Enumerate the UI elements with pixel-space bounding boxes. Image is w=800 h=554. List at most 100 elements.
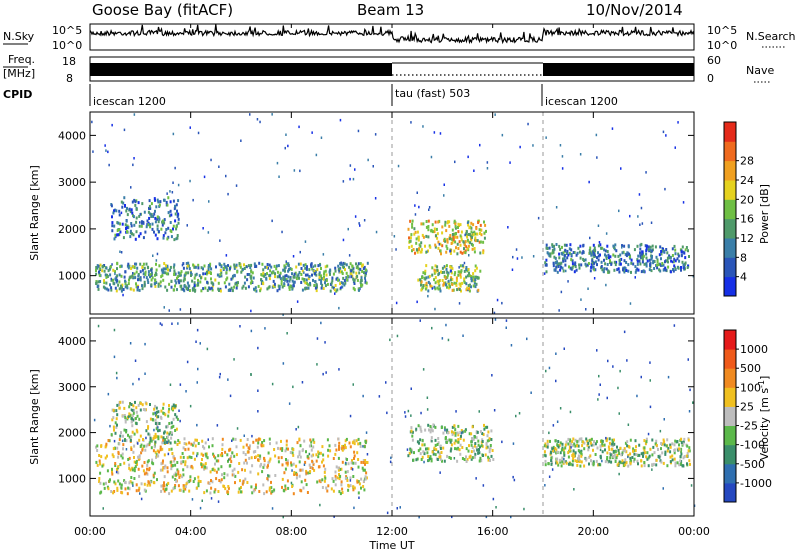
noise-search-label: N.Search: [746, 30, 796, 43]
echo-cell: [153, 471, 156, 475]
colorbar-segment: [724, 444, 736, 465]
echo-cell: [141, 287, 144, 291]
echo-cell: [123, 479, 126, 483]
echo-cell: [285, 262, 288, 266]
echo-cell: [183, 284, 186, 288]
echo-cell: [480, 444, 483, 448]
echo-cell: [185, 390, 187, 393]
echo-cell: [227, 378, 229, 381]
echo-cell: [633, 457, 636, 461]
echo-cell: [283, 282, 286, 286]
echo-cell: [298, 276, 300, 280]
echo-cell: [324, 278, 327, 282]
y-tick-label: 3000: [58, 176, 86, 189]
echo-cell: [441, 279, 444, 282]
echo-cell: [288, 279, 291, 283]
echo-cell: [219, 372, 221, 376]
echo-cell: [450, 271, 453, 275]
echo-cell: [600, 265, 603, 268]
echo-cell: [126, 206, 128, 210]
echo-cell: [637, 254, 640, 258]
echo-cell: [466, 274, 469, 278]
echo-cell: [587, 445, 590, 449]
echo-cell: [102, 507, 104, 510]
echo-cell: [305, 450, 307, 454]
echo-cell: [187, 271, 190, 275]
echo-cell: [458, 270, 461, 274]
echo-cell: [130, 287, 133, 291]
echo-cell: [551, 248, 554, 252]
echo-cell: [314, 272, 316, 276]
echo-cell: [424, 272, 427, 276]
echo-cell: [363, 468, 366, 472]
echo-cell: [313, 440, 316, 444]
echo-cell: [157, 429, 159, 433]
echo-cell: [641, 255, 644, 259]
echo-cell: [487, 458, 490, 462]
echo-cell: [501, 301, 503, 305]
echo-cell: [572, 264, 575, 268]
echo-cell: [583, 464, 586, 468]
echo-cell: [569, 438, 572, 442]
echo-cell: [441, 244, 444, 248]
echo-cell: [565, 252, 568, 256]
echo-cell: [477, 288, 480, 292]
echo-cell: [470, 457, 473, 461]
echo-cell: [220, 274, 223, 278]
echo-cell: [97, 287, 100, 291]
echo-cell: [479, 143, 481, 147]
echo-cell: [444, 283, 447, 287]
echo-cell: [544, 442, 547, 446]
echo-cell: [339, 468, 342, 471]
echo-cell: [110, 490, 113, 493]
echo-cell: [643, 446, 646, 450]
echo-cell: [624, 252, 627, 256]
echo-cell: [446, 439, 449, 443]
echo-cell: [113, 328, 116, 332]
echo-cell: [346, 470, 349, 474]
echo-cell: [279, 271, 282, 275]
echo-cell: [523, 507, 525, 511]
echo-cell: [144, 342, 146, 346]
echo-cell: [197, 263, 200, 267]
echo-cell: [202, 227, 204, 230]
echo-cell: [176, 236, 179, 240]
echo-cell: [193, 265, 196, 269]
echo-cell: [166, 483, 168, 487]
echo-cell: [414, 204, 416, 207]
echo-cell: [683, 266, 686, 270]
echo-cell: [420, 222, 423, 226]
echo-cell: [583, 441, 586, 445]
echo-cell: [197, 131, 200, 135]
echo-cell: [240, 490, 242, 494]
echo-cell: [142, 262, 145, 266]
echo-cell: [318, 465, 321, 469]
echo-cell: [98, 273, 101, 277]
echo-cell: [471, 425, 474, 429]
echo-cell: [684, 248, 687, 252]
echo-cell: [548, 366, 551, 370]
echo-cell: [511, 268, 514, 271]
echo-cell: [550, 451, 553, 455]
echo-cell: [482, 251, 485, 255]
echo-cell: [118, 403, 121, 407]
echo-cell: [599, 253, 601, 257]
echo-cell: [470, 221, 473, 225]
echo-cell: [598, 241, 601, 244]
echo-cell: [316, 363, 318, 366]
echo-cell: [606, 263, 609, 266]
echo-cell: [188, 489, 191, 493]
echo-cell: [284, 484, 287, 488]
echo-cell: [302, 448, 304, 452]
echo-cell: [201, 499, 203, 502]
echo-cell: [688, 449, 691, 453]
date-label: 10/Nov/2014: [586, 1, 683, 19]
echo-cell: [634, 439, 637, 443]
echo-cell: [254, 286, 257, 290]
echo-cell: [292, 281, 295, 285]
echo-cell: [560, 265, 562, 269]
echo-cell: [295, 265, 298, 269]
echo-cell: [112, 416, 115, 420]
echo-cell: [421, 276, 423, 280]
colorbar-segment: [724, 257, 736, 278]
